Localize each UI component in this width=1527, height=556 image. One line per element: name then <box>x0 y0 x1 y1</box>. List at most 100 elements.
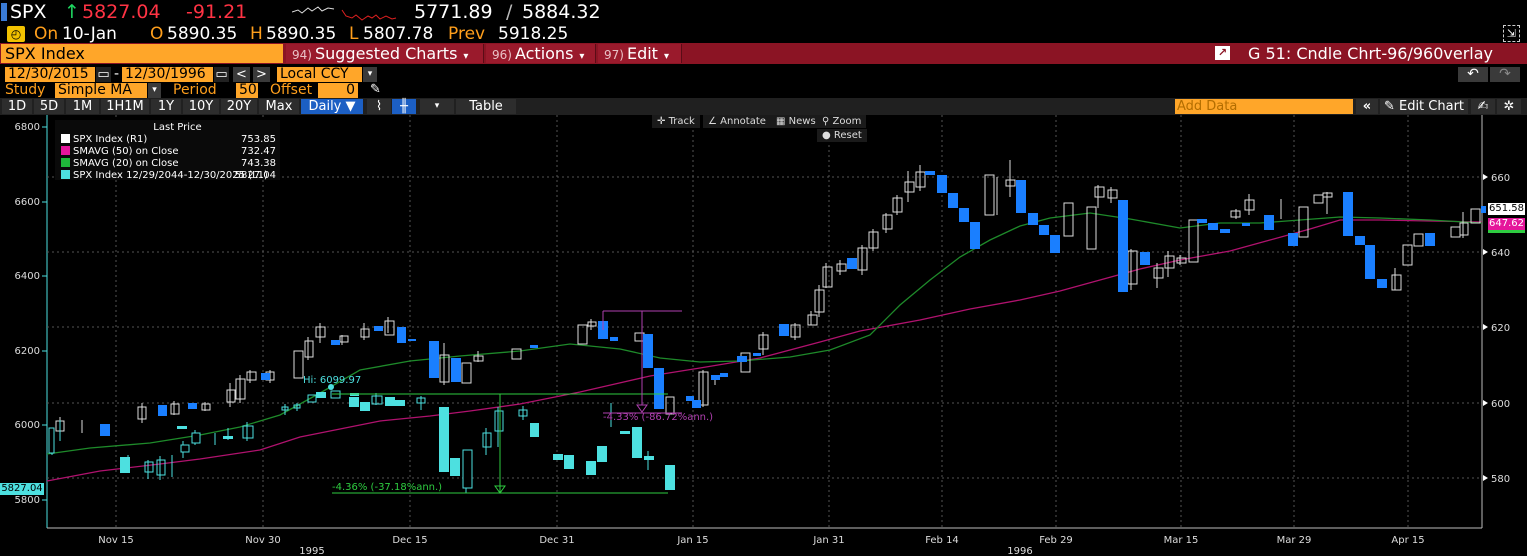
svg-text:Nov 30: Nov 30 <box>245 535 280 546</box>
menu-number: 94) <box>292 48 312 62</box>
redo-icon[interactable]: ↷ <box>1490 67 1520 82</box>
pencil-icon[interactable]: ✎ <box>370 82 381 97</box>
right-price-tag-sma20 <box>1488 227 1525 233</box>
svg-text:620: 620 <box>1491 323 1510 334</box>
high-label: H <box>250 24 263 44</box>
range-5d[interactable]: 5D <box>34 99 64 114</box>
legend-label: SMAVG (50) on Close <box>73 146 179 157</box>
legend-swatch <box>61 158 70 167</box>
menu-label: Edit <box>626 44 658 63</box>
news-tool[interactable]: ▦ News <box>771 115 821 128</box>
security-field[interactable]: SPX Index <box>1 44 283 63</box>
news-label: News <box>788 116 816 127</box>
legend-entry[interactable]: SMAVG (50) on Close 732.47 <box>55 146 280 158</box>
low-value: 5807.78 <box>363 24 434 44</box>
svg-text:580: 580 <box>1491 474 1510 485</box>
legend-swatch <box>61 170 70 179</box>
svg-text:Jan 15: Jan 15 <box>676 535 708 546</box>
candle-chart-icon[interactable]: ╫ <box>392 99 416 114</box>
legend-entry[interactable]: SPX Index (R1) 753.85 <box>55 134 280 146</box>
range-1m[interactable]: 1M <box>66 99 99 114</box>
hi-label: Hi: 6099.97 <box>303 375 361 386</box>
range-max[interactable]: Max <box>259 99 299 114</box>
next-period-button[interactable]: > <box>253 67 270 82</box>
svg-text:6000: 6000 <box>15 420 40 431</box>
zoom-tool[interactable]: ⚲ Zoom <box>817 115 867 128</box>
svg-text:Mar 15: Mar 15 <box>1164 535 1199 546</box>
line-chart-icon[interactable]: ⌇ <box>367 99 391 114</box>
actions-menu[interactable]: 96) Actions ▾ <box>486 44 596 63</box>
svg-text:1995: 1995 <box>299 546 324 556</box>
annotate-label: Annotate <box>720 116 766 127</box>
calendar-icon[interactable]: ▭ <box>96 67 111 82</box>
range-1d[interactable]: 1D <box>2 99 32 114</box>
currency-dropdown-icon[interactable]: ▾ <box>363 67 377 82</box>
range-20y[interactable]: 20Y <box>221 99 257 114</box>
reset-icon: ● <box>822 130 834 141</box>
menu-label: Suggested Charts <box>314 44 458 63</box>
legend-entry[interactable]: SMAVG (20) on Close 743.38 <box>55 158 280 170</box>
caret-down-icon: ▾ <box>579 51 585 62</box>
svg-text:Dec 31: Dec 31 <box>539 535 574 546</box>
svg-text:-4.33% (-86.72%ann.): -4.33% (-86.72%ann.) <box>603 412 713 423</box>
svg-text:1996: 1996 <box>1007 546 1032 556</box>
end-date-field[interactable]: 12/30/1996 <box>122 67 213 82</box>
collapse-button[interactable]: « <box>1356 99 1378 114</box>
up-arrow-icon: ↑ <box>64 1 80 23</box>
study-dropdown-icon[interactable]: ▾ <box>148 83 161 98</box>
calendar-icon[interactable]: ▭ <box>214 67 229 82</box>
right-price-tag-spx: 651.58 <box>1488 203 1525 215</box>
legend-swatch <box>61 134 70 143</box>
prev-period-button[interactable]: < <box>233 67 250 82</box>
frequency-select[interactable]: Daily ▼ <box>301 99 363 114</box>
candlestick-chart[interactable]: 6800 6600 6400 6200 6000 5800 660 640 620 600… <box>0 115 1527 556</box>
chart-legend[interactable]: Last Price SPX Index (R1) 753.85 SMAVG (… <box>55 120 280 182</box>
legend-value: 743.38 <box>241 158 276 169</box>
svg-text:-4.36% (-37.18%ann.): -4.36% (-37.18%ann.) <box>332 482 442 493</box>
external-link-icon[interactable]: ↗ <box>1215 46 1230 60</box>
annotation-edit-icon[interactable]: ✍ <box>1471 99 1495 114</box>
legend-value: 753.85 <box>241 134 276 145</box>
low-label: L <box>349 24 359 44</box>
suggested-charts-menu[interactable]: 94) Suggested Charts ▾ <box>286 44 484 63</box>
range-1h1m[interactable]: 1H1M <box>101 99 149 114</box>
annotate-tool[interactable]: ∠ Annotate <box>703 115 771 128</box>
edit-menu[interactable]: 97) Edit ▾ <box>598 44 682 63</box>
chart-title: G 51: Cndle Chrt-96/960verlay <box>1248 44 1493 63</box>
svg-text:Jan 31: Jan 31 <box>812 535 844 546</box>
table-button[interactable]: Table <box>456 99 516 114</box>
prev-label: Prev <box>448 24 486 44</box>
chart-type-dropdown-icon[interactable]: ▾ <box>420 99 454 114</box>
annotate-icon: ∠ <box>708 116 721 127</box>
gauge-icon[interactable]: ◴ <box>7 26 25 42</box>
range-10y[interactable]: 10Y <box>183 99 219 114</box>
quote-line: SPX ↑ 5827.04 -91.21 5771.89 / 5884.32 <box>0 0 1527 24</box>
gear-icon[interactable]: ✲ <box>1497 99 1521 114</box>
currency-field[interactable]: Local CCY <box>277 67 362 82</box>
reset-tool[interactable]: ● Reset <box>817 129 867 142</box>
sparkline-icon <box>292 6 397 21</box>
track-tool[interactable]: ✛ Track <box>652 115 700 128</box>
caret-down-icon: ▾ <box>463 51 469 62</box>
popout-window-icon[interactable]: ⇲ <box>1503 25 1520 42</box>
add-data-input[interactable]: Add Data <box>1175 99 1353 114</box>
crosshair-icon: ✛ <box>657 116 669 127</box>
legend-title: Last Price <box>153 122 202 133</box>
menu-bar: SPX Index 94) Suggested Charts ▾ 96) Action… <box>0 43 1527 64</box>
start-date-field[interactable]: 12/30/2015 <box>5 67 95 82</box>
range-1y[interactable]: 1Y <box>151 99 181 114</box>
svg-text:Feb 29: Feb 29 <box>1039 535 1073 546</box>
svg-text:Dec 15: Dec 15 <box>392 535 427 546</box>
legend-label: SMAVG (20) on Close <box>73 158 179 169</box>
zoom-label: Zoom <box>832 116 862 127</box>
offset-field[interactable]: 0 <box>318 83 358 98</box>
legend-entry[interactable]: SPX Index 12/29/2044-12/30/2025 (L1) 582… <box>55 170 280 182</box>
undo-icon[interactable]: ↶ <box>1458 67 1488 82</box>
reset-label: Reset <box>833 130 862 141</box>
edit-chart-button[interactable]: ✎ Edit Chart <box>1380 99 1468 114</box>
study-select[interactable]: Simple MA <box>55 83 147 98</box>
period-field[interactable]: 50 <box>236 83 258 98</box>
legend-label: SPX Index (R1) <box>73 134 148 145</box>
bid-ask-separator: / <box>506 1 513 23</box>
period-label: Period <box>173 82 217 98</box>
